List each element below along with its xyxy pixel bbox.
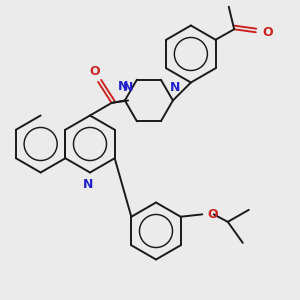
Text: O: O (208, 208, 218, 221)
Text: O: O (262, 26, 273, 39)
Text: N: N (83, 178, 94, 191)
Text: N: N (170, 81, 181, 94)
Text: O: O (89, 65, 100, 78)
Text: N: N (123, 81, 133, 94)
Text: N: N (118, 80, 129, 93)
